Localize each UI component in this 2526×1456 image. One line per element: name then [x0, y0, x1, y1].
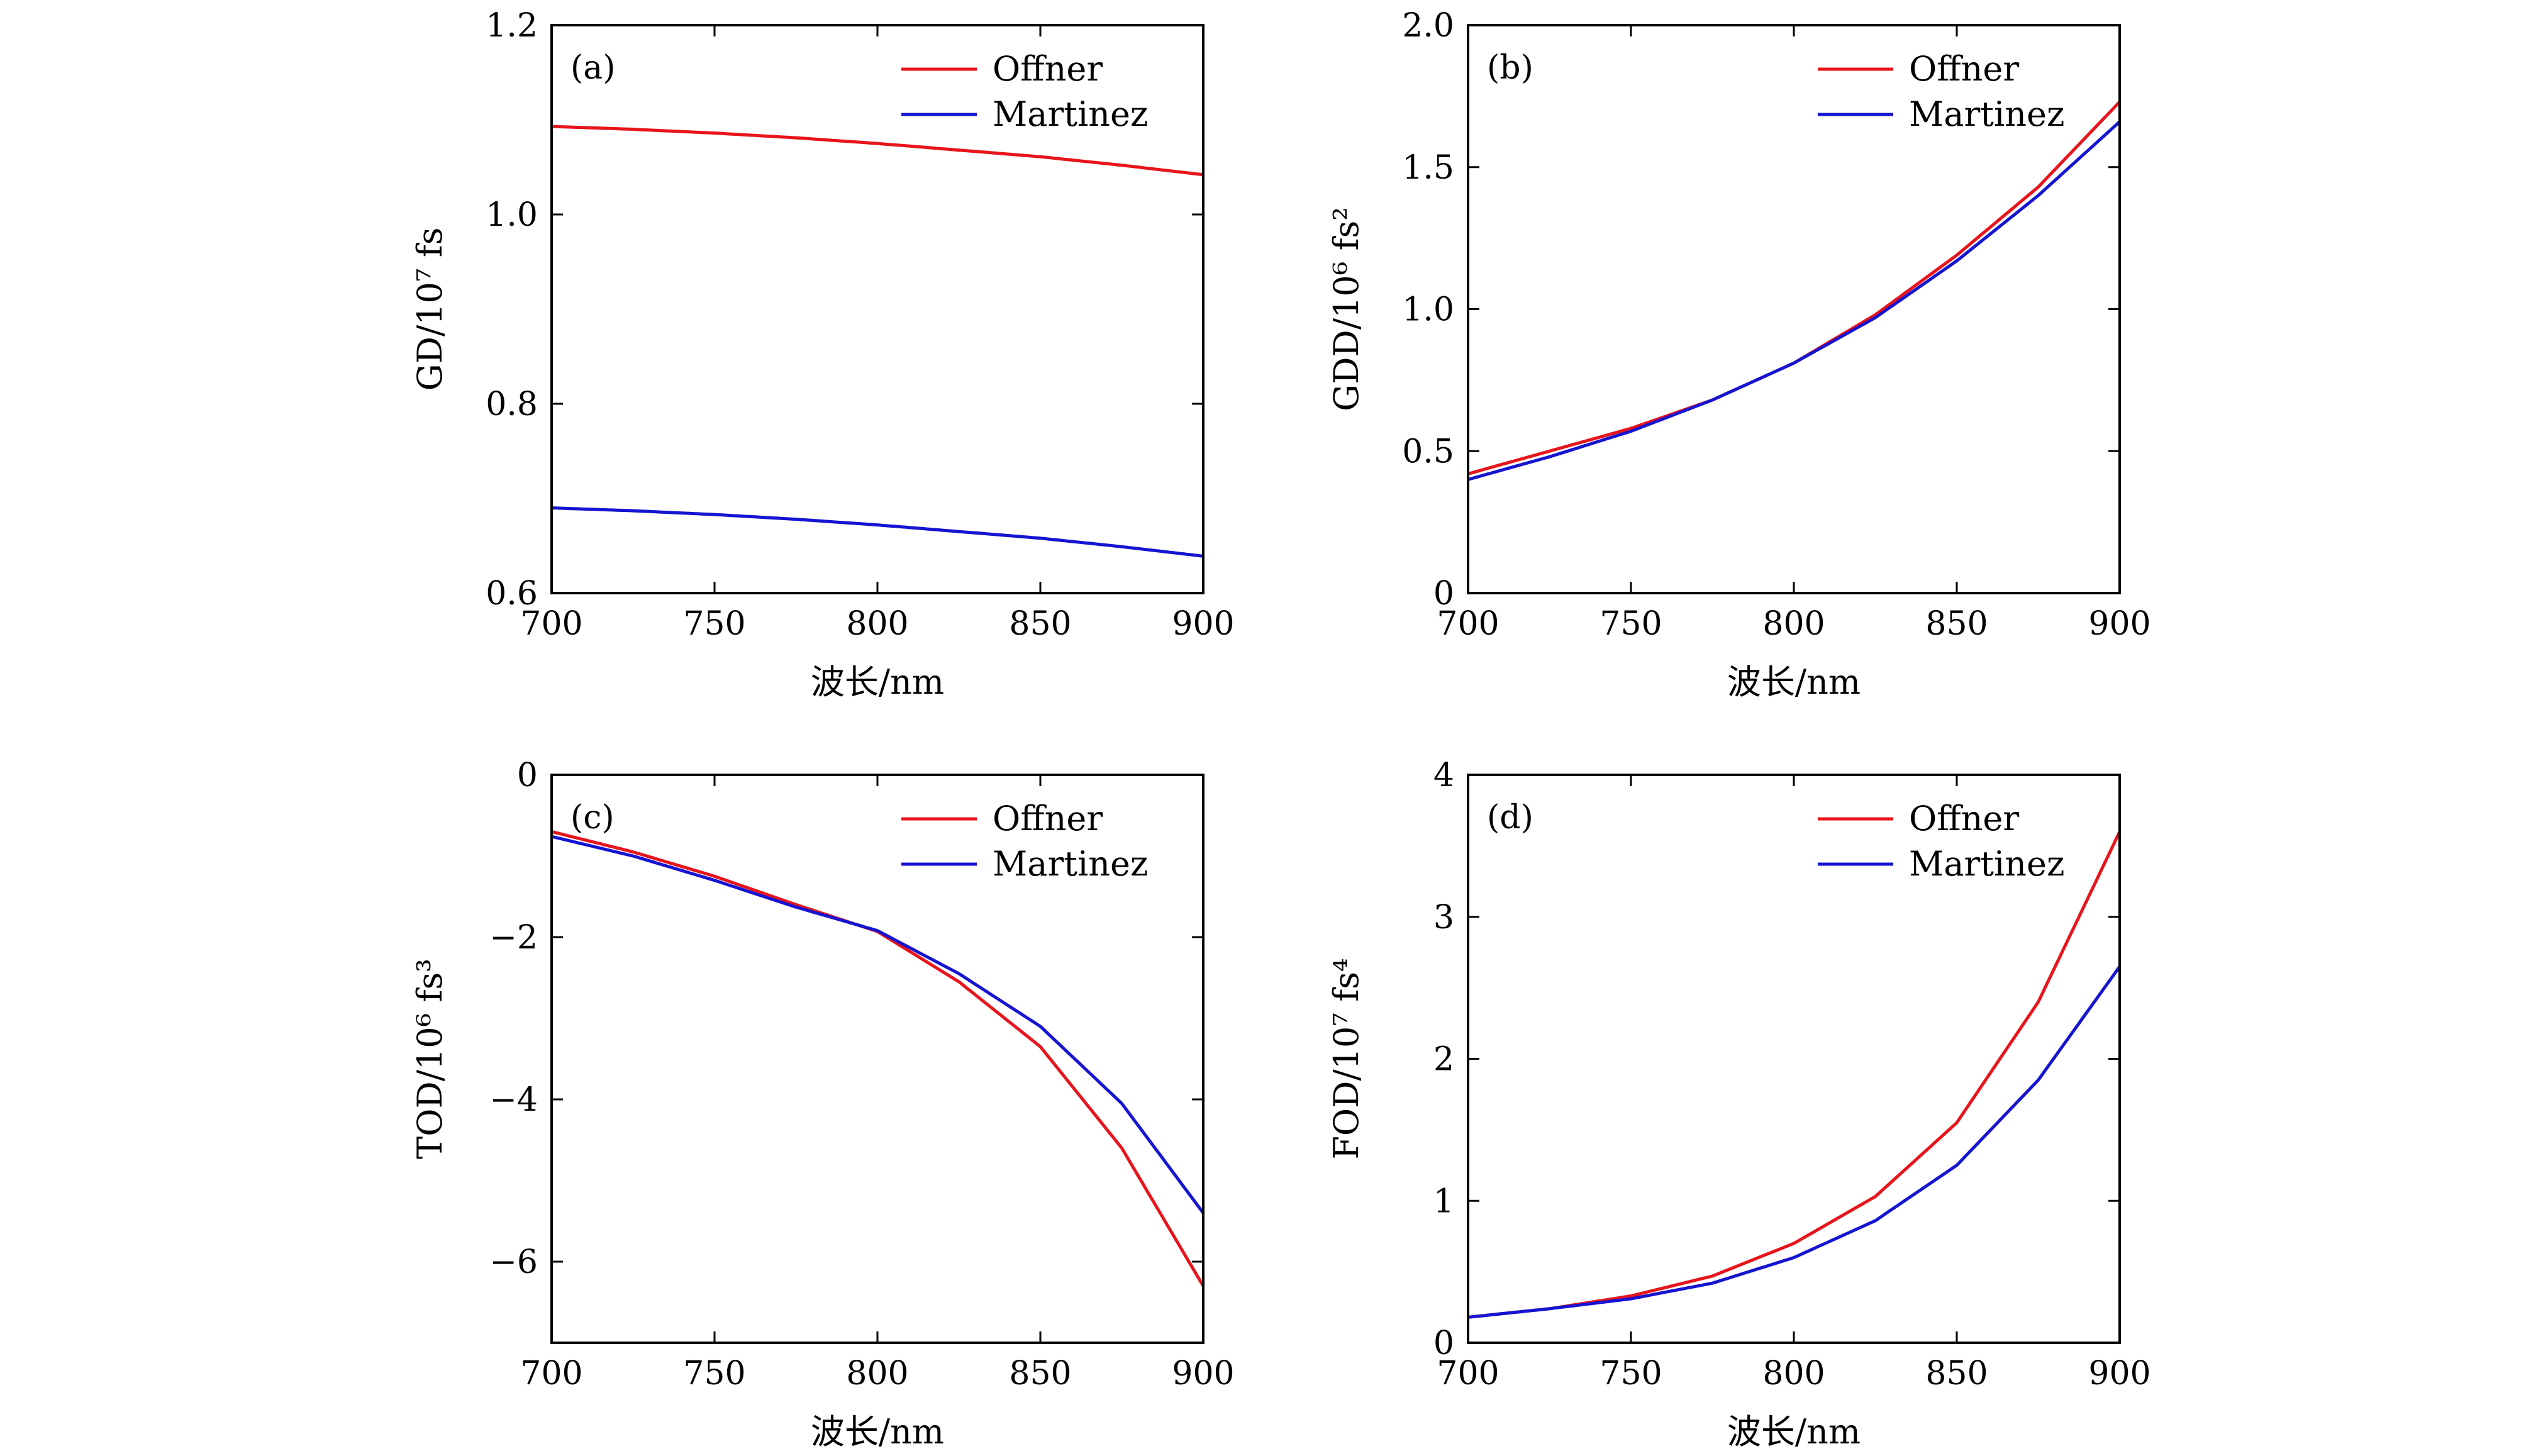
chart-panel-b: 700 750 800 850 900 0 0.5 1.0 1.5 2.0 波长/nm GDD/10⁶…: [1327, 7, 2151, 702]
x-tick-label: 850: [1009, 1355, 1071, 1392]
panel-tag: (d): [1487, 799, 1533, 836]
y-tick-label: 4: [1433, 757, 1454, 794]
series-line-martinez: [551, 835, 1205, 1214]
series-line-martinez: [551, 506, 1204, 558]
series-line-offner: [551, 125, 1204, 177]
legend-label-martinez: Martinez: [993, 94, 1148, 134]
x-tick-label: 700: [520, 605, 582, 643]
series-line-martinez: [1467, 120, 2121, 481]
legend-label-martinez: Martinez: [993, 844, 1148, 884]
x-tick-label: 700: [1437, 605, 1499, 643]
series-line-martinez: [1467, 965, 2122, 1319]
x-tick-label: 850: [1925, 605, 1988, 643]
legend-label-martinez: Martinez: [1909, 844, 2064, 884]
legend-label-offner: Offner: [993, 799, 1103, 838]
y-tick-label: −2: [489, 919, 538, 957]
y-tick-label: −6: [489, 1243, 538, 1281]
y-tick-label: 1.5: [1402, 149, 1454, 187]
x-tick-label: 900: [1172, 1355, 1234, 1392]
x-tick-label: 800: [1762, 1355, 1825, 1392]
x-axis-label: 波长/nm: [811, 662, 944, 702]
x-tick-label: 750: [683, 605, 745, 643]
y-tick-label: 0.5: [1402, 433, 1454, 470]
y-tick-label: 0: [517, 757, 538, 794]
y-tick-label: 1.0: [1402, 291, 1454, 329]
panel-tag: (a): [570, 49, 616, 87]
panel-tag: (c): [570, 799, 615, 836]
series-line-offner: [1467, 831, 2122, 1319]
x-axis-label: 波长/nm: [1727, 1412, 1861, 1452]
x-tick-label: 850: [1925, 1355, 1988, 1392]
y-tick-label: 1: [1433, 1182, 1454, 1220]
x-tick-label: 900: [2088, 1355, 2150, 1392]
chart-panels: 700 750 800 850 900 0.6 0.8 1.0 1.2 波长/nm GD/10⁷ f…: [410, 7, 2151, 1452]
y-tick-label: 3: [1433, 899, 1454, 936]
series-line-offner: [1467, 101, 2121, 475]
chart-panel-d: 700 750 800 850 900 0 1 2 3 4 波长/nm FOD/10⁷ fs⁴ (d) O…: [1327, 757, 2151, 1452]
series-line-offner: [551, 830, 1205, 1287]
legend-label-offner: Offner: [1909, 49, 2019, 89]
x-tick-label: 700: [1437, 1355, 1499, 1392]
x-axis-label: 波长/nm: [1727, 662, 1861, 702]
legend-label-offner: Offner: [993, 49, 1103, 89]
y-tick-label: 0: [1433, 575, 1454, 613]
x-tick-label: 800: [1762, 605, 1825, 643]
y-tick-label: 0: [1433, 1325, 1454, 1362]
y-tick-label: 2.0: [1402, 7, 1454, 45]
y-tick-label: 2: [1433, 1041, 1454, 1079]
y-axis-label: FOD/10⁷ fs⁴: [1327, 958, 1366, 1159]
chart-panel-a: 700 750 800 850 900 0.6 0.8 1.0 1.2 波长/nm GD/10⁷ f…: [410, 7, 1235, 702]
panel-tag: (b): [1487, 49, 1533, 87]
legend-label-martinez: Martinez: [1909, 94, 2064, 134]
y-axis-label: GD/10⁷ fs: [410, 228, 450, 391]
x-tick-label: 900: [2088, 605, 2150, 643]
y-tick-label: −4: [489, 1081, 538, 1119]
y-tick-label: 1.0: [486, 196, 538, 234]
x-tick-label: 800: [846, 1355, 908, 1392]
y-tick-label: 0.6: [486, 575, 538, 613]
y-axis-label: GDD/10⁶ fs²: [1327, 207, 1366, 411]
y-tick-label: 1.2: [486, 7, 538, 45]
x-tick-label: 750: [683, 1355, 745, 1392]
chart-panel-c: 700 750 800 850 900 −6 −4 −2 0 波长/nm TOD/10⁶ fs³ (c…: [410, 757, 1235, 1452]
y-tick-label: 0.8: [486, 386, 538, 423]
x-tick-label: 750: [1600, 1355, 1662, 1392]
x-tick-label: 700: [520, 1355, 582, 1392]
x-tick-label: 800: [846, 605, 908, 643]
legend-label-offner: Offner: [1909, 799, 2019, 838]
x-tick-label: 750: [1600, 605, 1662, 643]
x-tick-label: 900: [1172, 605, 1234, 643]
x-tick-label: 850: [1009, 605, 1071, 643]
y-axis-label: TOD/10⁶ fs³: [410, 959, 450, 1159]
x-axis-label: 波长/nm: [811, 1412, 944, 1452]
